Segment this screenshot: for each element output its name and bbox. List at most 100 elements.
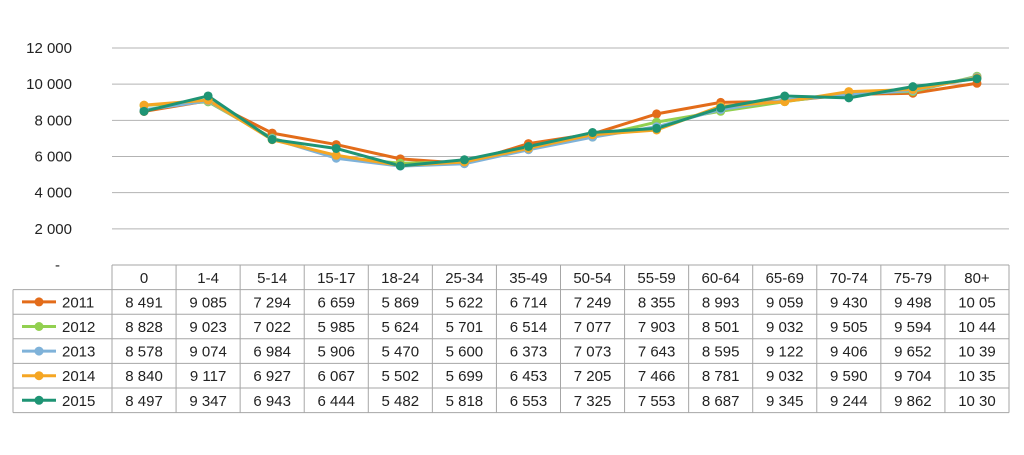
series-line-2015 (143, 77, 978, 168)
x-category-label: 55-59 (637, 270, 675, 287)
table-value-cell: 7 205 (574, 368, 612, 385)
y-tick-label: 4 000 (34, 185, 72, 202)
table-value-cell: 5 818 (446, 393, 484, 410)
table-value-cell: 10 39 (958, 344, 996, 361)
table-value-cell: 9 498 (894, 294, 932, 311)
legend-key-marker-2014 (34, 371, 44, 381)
table-value-cell: 5 701 (446, 319, 484, 336)
x-category-label: 75-79 (894, 270, 932, 287)
table-value-cell: 9 074 (189, 344, 227, 361)
y-axis-tick-labels: - 2 000 4 000 6 000 8 000 10 000 12 000 (26, 40, 72, 274)
data-point-2015 (459, 155, 469, 165)
data-point-2015 (331, 143, 341, 153)
data-table: 0 1-4 5-14 15-17 18-24 25-34 35-49 50-54 55-59 60… (12, 264, 1010, 414)
legend-key-marker-2015 (34, 395, 44, 405)
data-point-2014 (844, 87, 854, 97)
y-tick-label: 8 000 (34, 112, 72, 129)
table-value-cell: 5 906 (317, 344, 355, 361)
data-point-2015 (652, 123, 662, 133)
x-category-label: 50-54 (573, 270, 611, 287)
table-value-cell: 5 482 (382, 393, 420, 410)
x-category-label: 0 (140, 270, 148, 287)
data-point-2015 (716, 103, 726, 113)
table-value-cell: 6 067 (317, 368, 355, 385)
legend-key-marker-2011 (34, 297, 44, 307)
table-value-cell: 8 781 (702, 368, 740, 385)
y-tick-label: 6 000 (34, 149, 72, 166)
table-value-cell: 6 943 (253, 393, 291, 410)
legend-series-name: 2012 (62, 319, 95, 336)
data-point-2014 (139, 100, 149, 110)
table-value-cell: 6 453 (510, 368, 548, 385)
data-point-2015 (588, 128, 598, 138)
legend-series-name: 2011 (62, 294, 94, 311)
data-point-2015 (395, 161, 405, 171)
table-value-cell: 9 032 (766, 319, 804, 336)
data-point-2015 (844, 93, 854, 103)
series-lines (139, 71, 982, 171)
legend-series-name: 2014 (62, 368, 95, 385)
legend-series-name: 2013 (62, 344, 95, 361)
table-value-cell: 5 502 (382, 368, 420, 385)
table-value-cell: 7 553 (638, 393, 676, 410)
gridlines (112, 47, 1009, 230)
table-value-cell: 9 594 (894, 319, 932, 336)
table-value-cell: 8 840 (125, 368, 163, 385)
table-value-cell: 9 652 (894, 344, 932, 361)
table-value-cell: 7 903 (638, 319, 676, 336)
table-value-cell: 9 059 (766, 294, 804, 311)
table-value-cell: 9 085 (189, 294, 227, 311)
x-category-label: 25-34 (445, 270, 483, 287)
table-value-cell: 8 993 (702, 294, 740, 311)
legend-series-name: 2015 (62, 393, 95, 410)
table-value-cell: 7 643 (638, 344, 676, 361)
table-value-cell: 6 927 (253, 368, 291, 385)
table-value-cell: 6 444 (317, 393, 355, 410)
x-category-label: 15-17 (317, 270, 355, 287)
table-value-cell: 8 828 (125, 319, 163, 336)
table-value-cell: 5 600 (446, 344, 484, 361)
table-value-cell: 9 347 (189, 393, 227, 410)
table-value-cell: 7 325 (574, 393, 612, 410)
table-value-cell: 5 985 (317, 319, 355, 336)
data-point-2014 (331, 150, 341, 160)
y-tick-label: 12 000 (26, 40, 72, 57)
data-point-2015 (908, 82, 918, 92)
table-value-cell: 6 373 (510, 344, 548, 361)
y-tick-label: - (55, 257, 60, 274)
table-value-cell: 9 862 (894, 393, 932, 410)
table-value-cell: 8 355 (638, 294, 676, 311)
legend-key-marker-2012 (34, 322, 44, 331)
table-value-cell: 9 430 (830, 294, 868, 311)
x-category-label: 1-4 (197, 270, 219, 287)
table-value-cell: 9 345 (766, 393, 804, 410)
table-value-cell: 9 122 (766, 344, 804, 361)
table-value-cell: 9 023 (189, 319, 227, 336)
x-category-label: 70-74 (830, 270, 868, 287)
table-value-cell: 10 05 (958, 294, 996, 311)
x-category-label: 5-14 (257, 270, 287, 287)
table-value-cell: 8 501 (702, 319, 740, 336)
table-value-cell: 6 659 (317, 294, 355, 311)
table-value-cell: 7 077 (574, 319, 612, 336)
table-value-cell: 7 249 (574, 294, 612, 311)
y-tick-label: 10 000 (26, 76, 72, 93)
table-value-cell: 10 44 (958, 319, 996, 336)
table-value-cell: 5 470 (382, 344, 420, 361)
table-value-cell: 7 022 (253, 319, 291, 336)
table-value-cell: 9 704 (894, 368, 932, 385)
data-point-2015 (523, 141, 533, 151)
table-value-cell: 10 30 (958, 393, 996, 410)
table-value-cell: 9 032 (766, 368, 804, 385)
y-tick-label: 2 000 (34, 221, 72, 238)
table-value-cell: 7 294 (253, 294, 291, 311)
table-value-cell: 6 514 (510, 319, 548, 336)
table-value-cell: 9 244 (830, 393, 868, 410)
data-point-2015 (139, 106, 149, 116)
table-value-cell: 8 497 (125, 393, 163, 410)
table-value-cell: 6 714 (510, 294, 548, 311)
table-value-cell: 9 505 (830, 319, 868, 336)
x-category-label: 60-64 (701, 270, 739, 287)
